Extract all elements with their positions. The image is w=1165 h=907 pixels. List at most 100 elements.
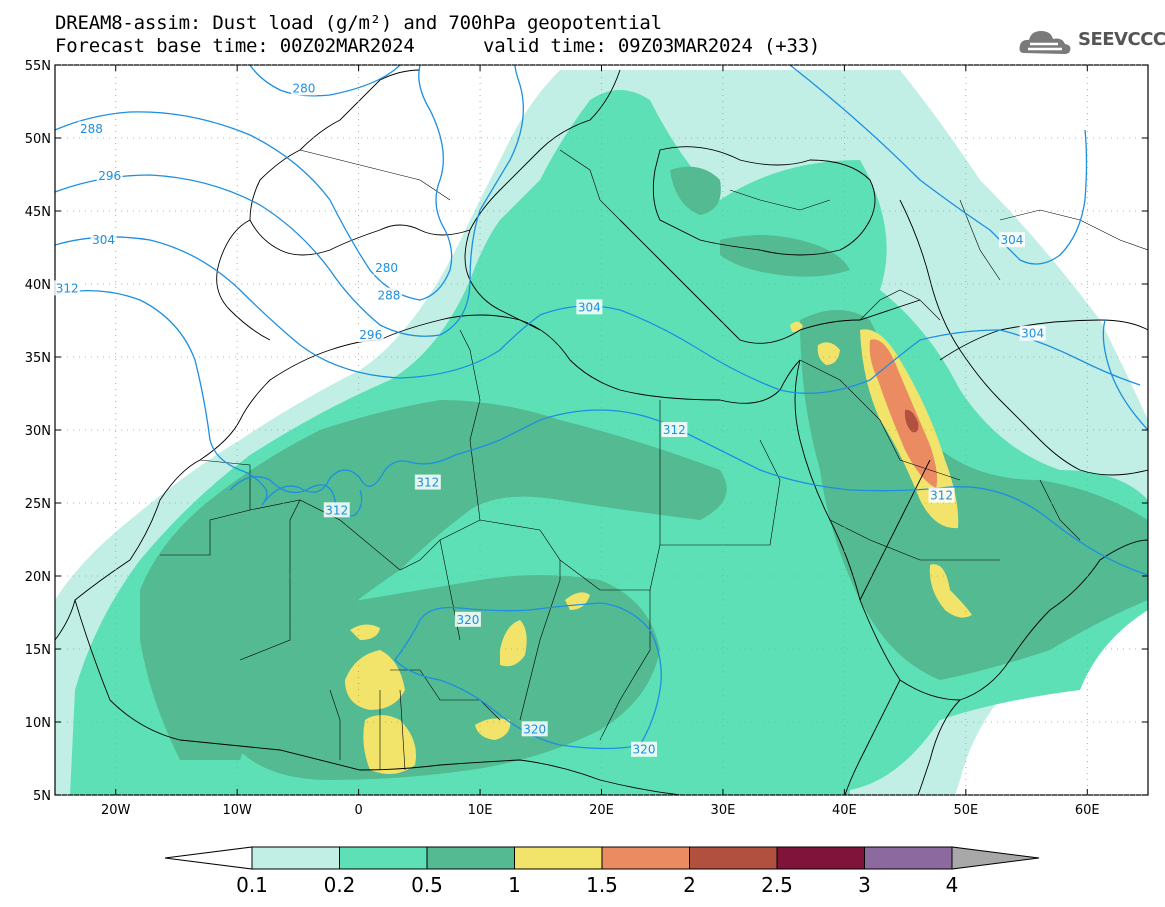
lat-tick-label: 50N	[25, 132, 51, 147]
svg-text:312: 312	[56, 281, 79, 295]
contour-label: 312	[323, 502, 350, 518]
contour-280-north	[249, 65, 401, 97]
contour-304-ne	[1102, 319, 1148, 431]
lat-tick-label: 15N	[25, 643, 51, 658]
contour-label: 280	[373, 259, 400, 275]
dust-region-1	[363, 715, 416, 774]
svg-text:288: 288	[378, 289, 401, 303]
contour-296	[55, 65, 524, 337]
lat-tick-label: 35N	[25, 351, 51, 366]
dust-region-1	[817, 342, 840, 365]
longitude-labels: 20W 10W 0 10E 20E 30E 40E 50E 60E	[101, 803, 1100, 818]
map-title: DREAM8-assim: Dust load (g/m²) and 700hP…	[55, 12, 662, 34]
colorbar-segment	[601, 846, 690, 870]
dust-region-1	[345, 650, 405, 710]
contour-label: 304	[998, 232, 1025, 248]
svg-text:304: 304	[92, 233, 115, 247]
colorbar-under-arrow	[164, 846, 253, 870]
lon-tick-label: 40E	[832, 803, 857, 818]
colorbar-segment	[426, 846, 515, 870]
colorbar-segment	[514, 846, 603, 870]
colorbar-segment	[864, 846, 953, 870]
lon-tick-label: 10W	[222, 803, 252, 818]
contour-label: 304	[1019, 325, 1046, 341]
lon-tick-label: 20E	[589, 803, 614, 818]
contour-label: 296	[357, 327, 384, 343]
contour-label: 312	[661, 422, 688, 437]
lat-tick-label: 30N	[25, 424, 51, 439]
contour-312-inner	[229, 476, 363, 517]
dust-region-1	[790, 321, 803, 332]
svg-text:296: 296	[98, 169, 121, 183]
lat-tick-label: 40N	[25, 278, 51, 293]
dust-region-1	[475, 718, 511, 740]
colorbar-level-label: 3	[858, 873, 871, 897]
colorbar-level-label: 2	[683, 873, 696, 897]
colorbar-level-label: 0.5	[411, 873, 443, 897]
seevccc-logo: SEEVCCC	[1018, 25, 1165, 59]
lat-tick-label: 5N	[33, 789, 51, 804]
lon-tick-label: 10E	[468, 803, 493, 818]
contour-label: 288	[78, 121, 105, 136]
contour-label: 312	[928, 487, 955, 503]
contour-label: 312	[414, 474, 441, 490]
dust-region-1.5	[869, 339, 938, 488]
lat-tick-label: 45N	[25, 205, 51, 220]
colorbar-segment	[689, 846, 778, 870]
dust-region-1	[350, 624, 380, 640]
contour-label: 320	[631, 741, 658, 757]
contour-label: 288	[375, 287, 402, 303]
dust-region-0.5	[230, 575, 660, 780]
lat-tick-label: 10N	[25, 716, 51, 731]
cloud-logo-icon	[1019, 31, 1071, 54]
contour-label: 320	[521, 721, 548, 737]
svg-text:320: 320	[523, 722, 546, 736]
contour-labels: 280 288 296 304 312 280 288 296 304 304 304 312 312 3…	[54, 80, 1046, 757]
contour-label: 320	[454, 611, 481, 627]
lon-tick-label: 30E	[711, 803, 736, 818]
lon-tick-label: 50E	[953, 803, 978, 818]
contour-304	[55, 236, 1141, 394]
contour-label: 296	[96, 167, 123, 183]
svg-text:280: 280	[375, 261, 398, 275]
svg-text:312: 312	[416, 476, 439, 490]
lat-tick-label: 20N	[25, 570, 51, 585]
contour-label: 304	[90, 232, 117, 248]
colorbar-level-label: 2.5	[761, 873, 793, 897]
svg-text:280: 280	[293, 81, 316, 95]
svg-text:288: 288	[80, 122, 103, 136]
dust-region-1	[929, 564, 972, 618]
colorbar: 0.1 0.2 0.5 1 1.5 2 2.5 3 4	[164, 846, 1040, 897]
lon-tick-label: 20W	[101, 803, 131, 818]
svg-text:320: 320	[633, 743, 656, 757]
contour-label: 304	[576, 299, 603, 315]
colorbar-level-label: 1	[508, 873, 521, 897]
dust-region-0.5	[670, 166, 721, 215]
dust-region-2	[904, 409, 919, 433]
colorbar-level-label: 0.1	[236, 873, 268, 897]
colorbar-level-label: 4	[946, 873, 959, 897]
colorbar-over-arrow	[951, 846, 1040, 870]
geopotential-contours	[55, 65, 1148, 750]
dust-region-0.5	[140, 400, 727, 760]
country-borders	[160, 149, 1148, 771]
colorbar-segment	[251, 846, 340, 870]
colorbar-level-label: 0.2	[324, 873, 356, 897]
svg-text:304: 304	[578, 300, 601, 314]
lat-tick-label: 25N	[25, 497, 51, 512]
colorbar-level-label: 1.5	[586, 873, 618, 897]
svg-text:304: 304	[1021, 327, 1044, 341]
lon-tick-label: 60E	[1075, 803, 1100, 818]
colorbar-segment	[339, 846, 428, 870]
valid-time: valid time: 09Z03MAR2024 (+33)	[483, 35, 821, 57]
svg-text:312: 312	[663, 423, 686, 437]
logo-text: SEEVCCC	[1078, 29, 1165, 50]
dust-region-1	[500, 620, 527, 667]
contour-label: 280	[290, 80, 317, 96]
contour-304-east	[789, 65, 1088, 265]
dust-fields	[55, 70, 1148, 795]
dust-region-0.5	[720, 235, 850, 277]
svg-text:296: 296	[359, 328, 382, 342]
forecast-times: Forecast base time: 00Z02MAR2024 valid ti…	[55, 35, 820, 57]
lon-tick-label: 0	[354, 803, 362, 818]
